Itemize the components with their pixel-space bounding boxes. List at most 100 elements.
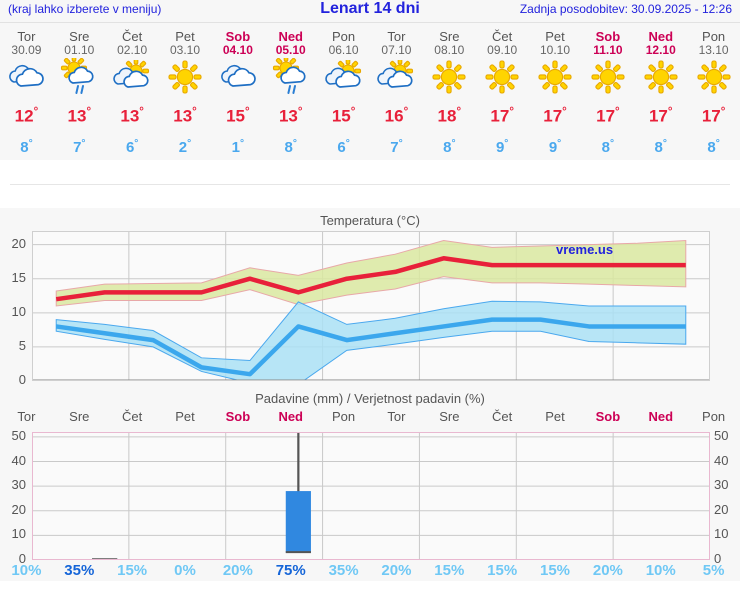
precipitation-y-tick-right: 10 bbox=[714, 526, 729, 542]
precipitation-day-label: Čet bbox=[492, 409, 513, 424]
precipitation-chart-title: Padavine (mm) / Verjetnost padavin (%) bbox=[255, 391, 485, 406]
temperature-plot bbox=[32, 231, 710, 381]
max-temperature: 13° bbox=[278, 106, 303, 126]
day-name: Pet bbox=[175, 29, 195, 44]
precipitation-day-label: Sre bbox=[439, 409, 460, 424]
temperature-y-tick: 5 bbox=[18, 337, 26, 353]
precipitation-y-tick-right: 40 bbox=[714, 452, 729, 468]
precipitation-day-label: Sob bbox=[225, 409, 251, 424]
day-column: Ned 05.10 13° 8° bbox=[264, 29, 317, 160]
min-temperature: 7° bbox=[390, 137, 403, 156]
max-temperature: 17° bbox=[596, 106, 620, 126]
precipitation-y-tick-left: 20 bbox=[11, 501, 26, 517]
sun-cloud-rain-icon bbox=[53, 57, 106, 97]
min-temperature: 8° bbox=[654, 137, 667, 156]
temperature-y-tick: 10 bbox=[11, 303, 26, 319]
day-name: Pon bbox=[702, 29, 726, 44]
sun-icon bbox=[159, 57, 212, 97]
precipitation-y-tick-right: 0 bbox=[714, 551, 722, 566]
day-column: Sob 11.10 17° 8° bbox=[581, 29, 634, 160]
max-temperature: 16° bbox=[384, 106, 409, 126]
max-temperature: 17° bbox=[648, 106, 673, 126]
precipitation-probability: 15% bbox=[434, 562, 465, 579]
precipitation-probability: 15% bbox=[117, 562, 148, 579]
sun-cloud-icon bbox=[106, 57, 159, 97]
precipitation-probability: 0% bbox=[174, 562, 196, 579]
precipitation-day-label: Sre bbox=[69, 409, 90, 424]
temperature-y-tick: 15 bbox=[11, 269, 26, 285]
sun-icon bbox=[581, 57, 634, 97]
day-name: Sob bbox=[595, 29, 621, 44]
sun-cloud-icon bbox=[370, 57, 423, 97]
precipitation-y-tick-left: 50 bbox=[11, 427, 26, 443]
day-name: Sre bbox=[69, 29, 90, 44]
precipitation-day-label: Čet bbox=[122, 409, 143, 424]
day-column: Pon 06.10 15° 6° bbox=[317, 29, 370, 160]
precipitation-day-label: Pon bbox=[702, 409, 726, 424]
day-date: 01.10 bbox=[64, 43, 95, 57]
precipitation-probability: 20% bbox=[592, 562, 623, 579]
min-temperature: 1° bbox=[231, 137, 245, 156]
max-temperature: 17° bbox=[490, 106, 514, 126]
precipitation-probability: 35% bbox=[328, 562, 359, 579]
precipitation-day-label: Tor bbox=[387, 409, 406, 424]
min-temperature: 2° bbox=[178, 137, 192, 156]
temperature-plot-frame bbox=[32, 231, 710, 381]
precipitation-day-label: Ned bbox=[278, 409, 303, 424]
min-temperature: 9° bbox=[548, 137, 562, 156]
daily-forecast-panel: Tor 30.09 12° 8° Sre 01.10 13° 7° Čet 02.10 bbox=[0, 23, 740, 160]
precipitation-y-tick-left: 0 bbox=[18, 551, 26, 566]
day-date: 10.10 bbox=[540, 43, 571, 57]
sun-icon bbox=[529, 57, 582, 97]
day-name: Sre bbox=[439, 29, 460, 44]
precipitation-day-label: Pon bbox=[332, 409, 356, 424]
day-date: 09.10 bbox=[487, 43, 518, 57]
max-temperature: 15° bbox=[226, 106, 250, 126]
precipitation-day-label: Pet bbox=[175, 409, 195, 424]
min-temperature: 9° bbox=[495, 137, 509, 156]
min-temperature: 7° bbox=[73, 137, 86, 156]
day-name: Pon bbox=[332, 29, 356, 44]
precipitation-day-labels: Tor Sre Čet Pet Sob Ned Pon Tor Sre Čet Pet Sob Ned P… bbox=[0, 409, 740, 427]
precipitation-day-label: Tor bbox=[17, 409, 36, 424]
temperature-y-tick: 0 bbox=[18, 372, 26, 387]
location-menu-note[interactable]: (kraj lahko izberete v meniju) bbox=[8, 2, 162, 16]
precipitation-plot bbox=[32, 432, 710, 560]
page-title: Lenart 14 dni bbox=[320, 0, 420, 17]
precipitation-plot-frame bbox=[32, 432, 710, 560]
precipitation-probability: 15% bbox=[487, 562, 518, 579]
precipitation-probability: 20% bbox=[381, 562, 412, 579]
day-column: Sre 08.10 18° 8° bbox=[423, 29, 476, 160]
precipitation-y-tick-right: 20 bbox=[714, 501, 729, 517]
day-date: 13.10 bbox=[698, 43, 729, 57]
max-temperature: 13° bbox=[120, 106, 144, 126]
cloudy-icon bbox=[211, 57, 264, 97]
day-column: Čet 09.10 17° 9° bbox=[476, 29, 529, 160]
max-temperature: 17° bbox=[543, 106, 567, 126]
day-date: 12.10 bbox=[645, 43, 676, 57]
watermark-label: vreme.us bbox=[556, 242, 614, 257]
day-date: 02.10 bbox=[117, 43, 148, 57]
precipitation-y-tick-right: 30 bbox=[714, 477, 729, 493]
temperature-svg bbox=[32, 231, 710, 381]
day-date: 08.10 bbox=[434, 43, 465, 57]
sun-icon bbox=[687, 57, 740, 97]
precipitation-day-label: Ned bbox=[648, 409, 674, 424]
day-column: Sre 01.10 13° 7° bbox=[53, 29, 106, 160]
day-column: Ned 12.10 17° 8° bbox=[634, 29, 687, 160]
temperature-y-tick: 20 bbox=[11, 235, 26, 251]
precipitation-probability: 5% bbox=[702, 562, 725, 579]
sun-cloud-icon bbox=[317, 57, 370, 97]
day-name: Čet bbox=[122, 29, 143, 44]
day-column: Pon 13.10 17° 8° bbox=[687, 29, 740, 160]
min-temperature: 6° bbox=[125, 137, 139, 156]
max-temperature: 13° bbox=[173, 106, 197, 126]
day-column: Tor 30.09 12° 8° bbox=[0, 29, 53, 160]
precipitation-y-tick-left: 10 bbox=[11, 526, 26, 542]
top-bar: (kraj lahko izberete v meniju) Lenart 14… bbox=[0, 0, 740, 22]
day-columns: Tor 30.09 12° 8° Sre 01.10 13° 7° Čet 02.10 bbox=[0, 23, 740, 160]
min-temperature: 8° bbox=[20, 137, 33, 156]
min-temperature: 8° bbox=[707, 137, 720, 156]
max-temperature: 15° bbox=[331, 106, 356, 126]
precipitation-day-label: Pet bbox=[545, 409, 565, 424]
